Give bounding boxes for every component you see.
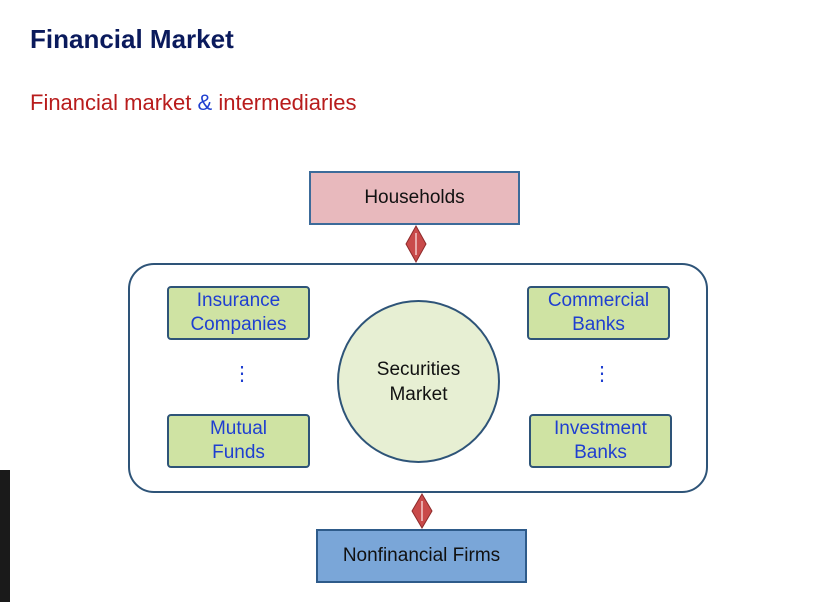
market-nonfinancial-arrow [410, 493, 434, 529]
households-box: Households [309, 171, 520, 225]
insurance-line1: Insurance [190, 289, 286, 313]
investment-line1: Investment [554, 417, 647, 441]
households-label: Households [364, 187, 464, 209]
subtitle-financial-market: Financial market [30, 90, 191, 115]
nonfinancial-firms-box: Nonfinancial Firms [316, 529, 527, 583]
commercial-line1: Commercial [548, 289, 649, 313]
securities-line2: Market [377, 382, 460, 407]
investment-banks-box: Investment Banks [529, 414, 672, 468]
page-title: Financial Market [30, 24, 234, 55]
commercial-banks-box: Commercial Banks [527, 286, 670, 340]
mutual-funds-box: Mutual Funds [167, 414, 310, 468]
subtitle-intermediaries: intermediaries [218, 90, 356, 115]
securities-line1: Securities [377, 357, 460, 382]
left-edge-shadow [0, 470, 10, 602]
insurance-companies-box: Insurance Companies [167, 286, 310, 340]
households-market-arrow [404, 225, 428, 263]
subtitle-ampersand: & [198, 90, 213, 115]
commercial-line2: Banks [548, 313, 649, 337]
right-ellipsis: ⋮ [592, 364, 612, 384]
mutual-line1: Mutual [210, 417, 267, 441]
securities-market-circle: Securities Market [337, 300, 500, 463]
mutual-line2: Funds [210, 441, 267, 465]
nonfinancial-label: Nonfinancial Firms [343, 545, 500, 567]
investment-line2: Banks [554, 441, 647, 465]
left-ellipsis: ⋮ [232, 364, 252, 384]
insurance-line2: Companies [190, 313, 286, 337]
page-subtitle: Financial market & intermediaries [30, 90, 357, 116]
